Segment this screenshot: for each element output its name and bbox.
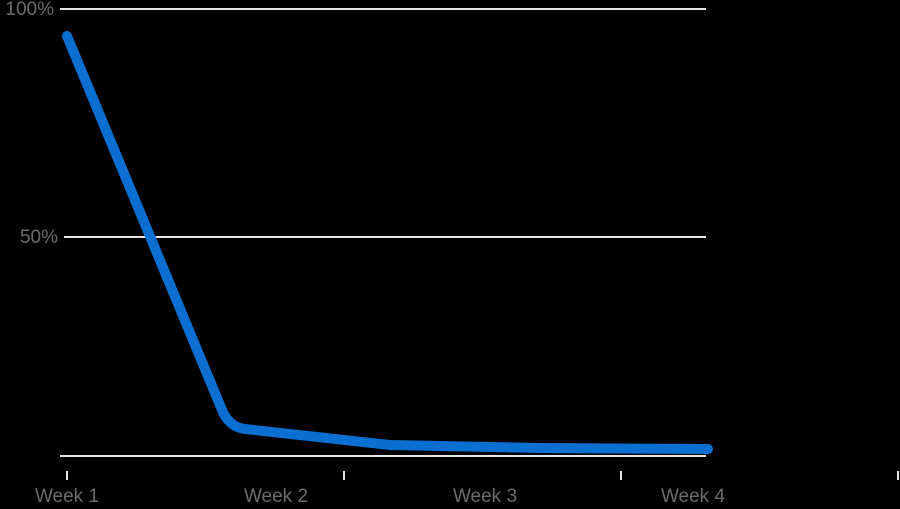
- y-label-100: 100%: [5, 0, 54, 20]
- x-label-week-3: Week 3: [452, 486, 518, 507]
- y-label-50: 50%: [19, 227, 58, 248]
- x-label-week-1: Week 1: [34, 486, 100, 507]
- x-label-week-4: Week 4: [660, 486, 726, 507]
- retention-line: [62, 31, 713, 454]
- x-ticks: [66, 471, 899, 480]
- x-label-week-2: Week 2: [243, 486, 309, 507]
